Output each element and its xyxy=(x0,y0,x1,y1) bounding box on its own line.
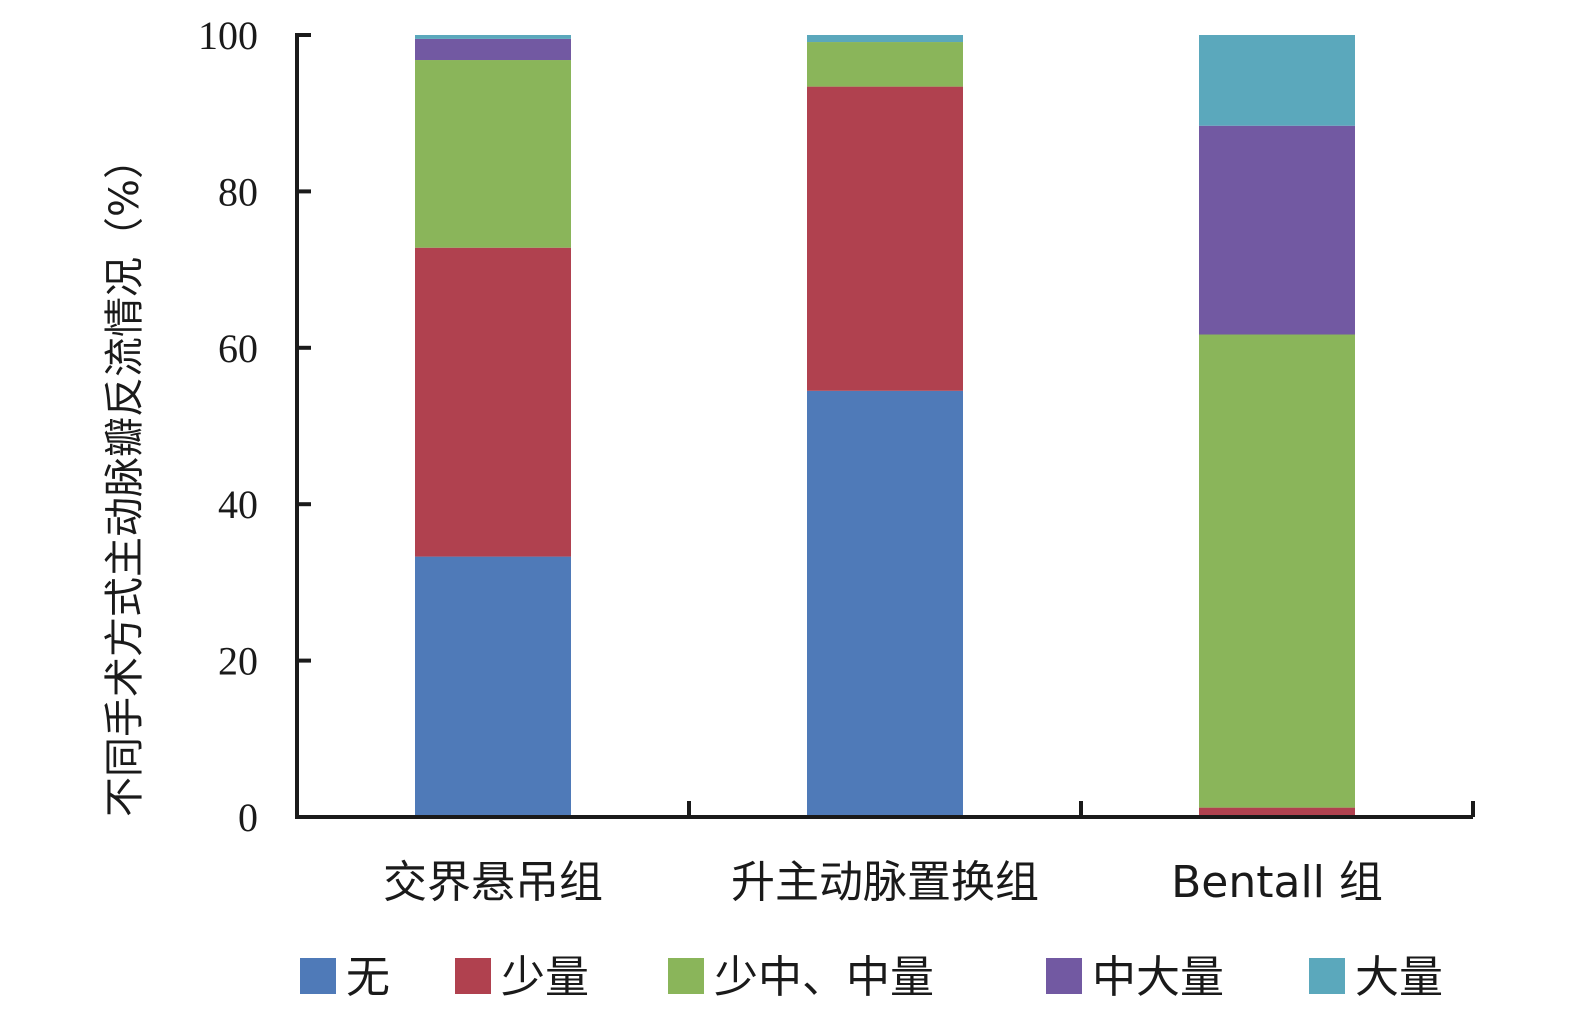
legend-swatch-4 xyxy=(1046,958,1082,994)
y-tick-label-6: 100 xyxy=(198,13,258,58)
legend-swatch-5 xyxy=(1309,958,1345,994)
bar-segment-3-5 xyxy=(1199,35,1355,126)
legend-label-2: 少量 xyxy=(501,952,589,1003)
legend-item-2: 少量 xyxy=(455,952,589,1003)
bars-layer xyxy=(415,35,1355,817)
bar-segment-2-2 xyxy=(807,86,963,391)
bar-segment-1-2 xyxy=(415,247,571,557)
legend-item-4: 中大量 xyxy=(1046,952,1224,1003)
y-axis-label: 不同手术方式主动脉瓣反流情况（%） xyxy=(102,139,148,817)
legend-swatch-3 xyxy=(668,958,704,994)
bar-segment-2-1 xyxy=(807,390,963,817)
bar-segment-1-5 xyxy=(415,35,571,39)
x-tick-label-1: 交界悬吊组 xyxy=(383,857,603,908)
bar-segment-1-4 xyxy=(415,38,571,61)
legend-swatch-1 xyxy=(300,958,336,994)
y-tick-label-5: 80 xyxy=(218,169,258,214)
legend-label-1: 无 xyxy=(346,952,390,1003)
bar-segment-2-5 xyxy=(807,35,963,43)
y-tick-label-3: 40 xyxy=(218,482,258,527)
axes-layer: 交界悬吊组 升主动脉置换组 Bentall 组 0 20 40 60 80 100 xyxy=(198,13,1475,908)
bar-segment-1-1 xyxy=(415,556,571,817)
legend-item-5: 大量 xyxy=(1309,952,1443,1003)
legend-label-5: 大量 xyxy=(1355,952,1443,1003)
bar-segment-3-4 xyxy=(1199,125,1355,335)
legend-swatch-2 xyxy=(455,958,491,994)
y-tick-label-4: 60 xyxy=(218,326,258,371)
y-tick-label-1: 0 xyxy=(238,795,258,840)
x-tick-label-2: 升主动脉置换组 xyxy=(731,857,1039,908)
legend: 无 少量 少中、中量 中大量 大量 xyxy=(300,952,1443,1003)
y-tick-label-2: 20 xyxy=(218,639,258,684)
legend-item-1: 无 xyxy=(300,952,390,1003)
legend-label-3: 少中、中量 xyxy=(714,952,934,1003)
bar-segment-1-3 xyxy=(415,60,571,248)
legend-item-3: 少中、中量 xyxy=(668,952,934,1003)
x-tick-label-3: Bentall 组 xyxy=(1171,857,1383,908)
bar-segment-3-3 xyxy=(1199,334,1355,808)
legend-label-4: 中大量 xyxy=(1092,952,1224,1003)
bar-segment-2-3 xyxy=(807,42,963,87)
bar-segment-3-2 xyxy=(1199,807,1355,817)
